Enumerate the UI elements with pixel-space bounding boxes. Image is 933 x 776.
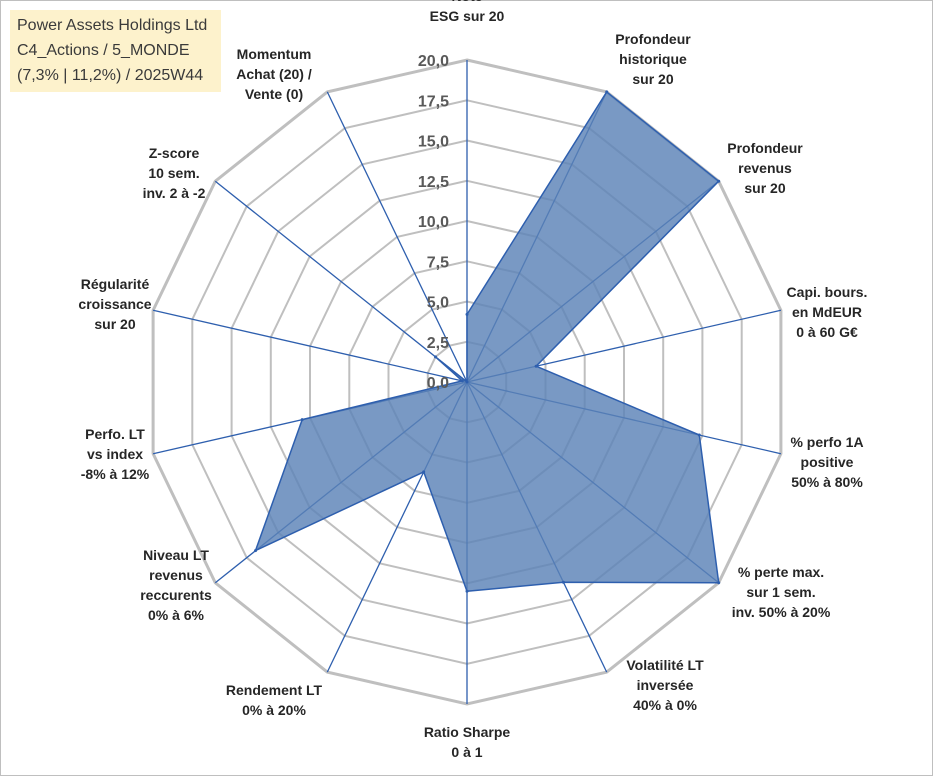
tick-label: 0,0 (427, 375, 449, 392)
data-point (300, 418, 304, 422)
category-label-line: en MdEUR (792, 304, 862, 320)
data-point (534, 364, 538, 368)
data-point (422, 470, 426, 474)
data-point (561, 580, 565, 584)
category-label: Régularité croissance sur 20 (78, 276, 151, 332)
category-label-line: croissance (78, 296, 151, 312)
category-label-line: inversée (637, 677, 694, 693)
category-label-line: Z-score (149, 145, 200, 161)
category-label-line: revenus (149, 567, 203, 583)
category-label-line: 10 sem. (148, 165, 199, 181)
category-label: Profondeur historique sur 20 (615, 31, 691, 87)
category-label-line: Profondeur (615, 31, 691, 47)
category-label: Niveau LT revenus reccurents 0% à 6% (140, 547, 212, 623)
category-label-line: Achat (20) / (236, 66, 312, 82)
radar-series-layer (254, 90, 721, 593)
category-label-line: Perfo. LT (85, 426, 145, 442)
category-label-line: % perfo 1A (790, 434, 863, 450)
data-point (460, 379, 464, 383)
category-label-line: sur 20 (744, 180, 785, 196)
category-label: Z-score 10 sem. inv. 2 à -2 (143, 145, 206, 201)
axis-spoke (326, 91, 468, 383)
data-point (434, 355, 437, 359)
category-label-line: Rendement LT (226, 682, 323, 698)
title-performance: (7,3% | 11,2%) / 2025W44 (17, 67, 204, 84)
series-area (254, 91, 720, 593)
axis-spoke (152, 309, 468, 383)
title-company: Power Assets Holdings Ltd (17, 17, 208, 34)
title-box: Power Assets Holdings Ltd C4_Actions / 5… (10, 10, 221, 92)
data-point (697, 433, 701, 437)
category-label-line: inv. 50% à 20% (732, 604, 831, 620)
category-label: % perte max. sur 1 sem. inv. 50% à 20% (732, 564, 831, 620)
data-point (465, 380, 469, 384)
data-point (254, 549, 257, 553)
category-labels: Note ESG sur 20 Profondeur historique sur 20… (78, 0, 867, 760)
category-label-line: 0% à 6% (148, 607, 205, 623)
category-label-line: revenus (738, 160, 792, 176)
category-label-line: Volatilité LT (626, 657, 704, 673)
title-portfolio: C4_Actions / 5_MONDE (17, 42, 190, 59)
category-label-line: 0 à 1 (451, 744, 482, 760)
tick-label: 15,0 (418, 134, 449, 151)
data-point (605, 90, 609, 94)
category-label-line: ESG sur 20 (430, 8, 505, 24)
category-label: % perfo 1A positive 50% à 80% (790, 434, 863, 490)
category-label-line: sur 20 (94, 316, 135, 332)
category-label: Volatilité LT inversée 40% à 0% (626, 657, 704, 713)
category-label-line: -8% à 12% (81, 466, 150, 482)
tick-label: 17,5 (418, 93, 449, 110)
category-label-line: vs index (87, 446, 143, 462)
category-label-line: historique (619, 51, 687, 67)
category-label-line: 0% à 20% (242, 702, 306, 718)
category-label-line: sur 1 sem. (746, 584, 815, 600)
category-label-line: positive (801, 454, 854, 470)
category-label: Profondeur revenus sur 20 (727, 140, 803, 196)
category-label-line: 50% à 80% (791, 474, 863, 490)
data-point (465, 589, 469, 593)
category-label: Note ESG sur 20 (430, 0, 505, 24)
category-label: Momentum Achat (20) / Vente (0) (236, 46, 312, 102)
category-label: Perfo. LT vs index -8% à 12% (81, 426, 150, 482)
category-label-line: Ratio Sharpe (424, 724, 511, 740)
category-label: Rendement LT 0% à 20% (226, 682, 323, 718)
category-label-line: Niveau LT (143, 547, 209, 563)
radial-axis-ticks: 0,0 2,5 5,0 7,5 10,0 12,5 15,0 17,5 20,0 (418, 53, 449, 392)
category-label-line: Vente (0) (245, 86, 303, 102)
category-label-line: Régularité (81, 276, 150, 292)
data-point (717, 581, 721, 585)
tick-label: 2,5 (427, 335, 449, 352)
tick-label: 7,5 (427, 254, 449, 271)
category-label-line: 40% à 0% (633, 697, 697, 713)
category-label-line: Capi. bours. (787, 284, 868, 300)
category-label-line: sur 20 (632, 71, 673, 87)
category-label-line: reccurents (140, 587, 212, 603)
category-label-line: Profondeur (727, 140, 803, 156)
category-label: Capi. bours. en MdEUR 0 à 60 G€ (787, 284, 868, 340)
tick-label: 5,0 (427, 295, 449, 312)
category-label-line: 0 à 60 G€ (796, 324, 858, 340)
data-point (465, 312, 469, 316)
category-label: Ratio Sharpe 0 à 1 (424, 724, 511, 760)
category-label-line: % perte max. (738, 564, 824, 580)
tick-label: 12,5 (418, 174, 449, 191)
axis-spoke (214, 180, 468, 383)
tick-label: 10,0 (418, 214, 449, 231)
category-label-line: inv. 2 à -2 (143, 185, 206, 201)
tick-label: 20,0 (418, 53, 449, 70)
data-point (717, 179, 721, 183)
category-label-line: Momentum (237, 46, 312, 62)
category-label-line: Note (451, 0, 482, 4)
